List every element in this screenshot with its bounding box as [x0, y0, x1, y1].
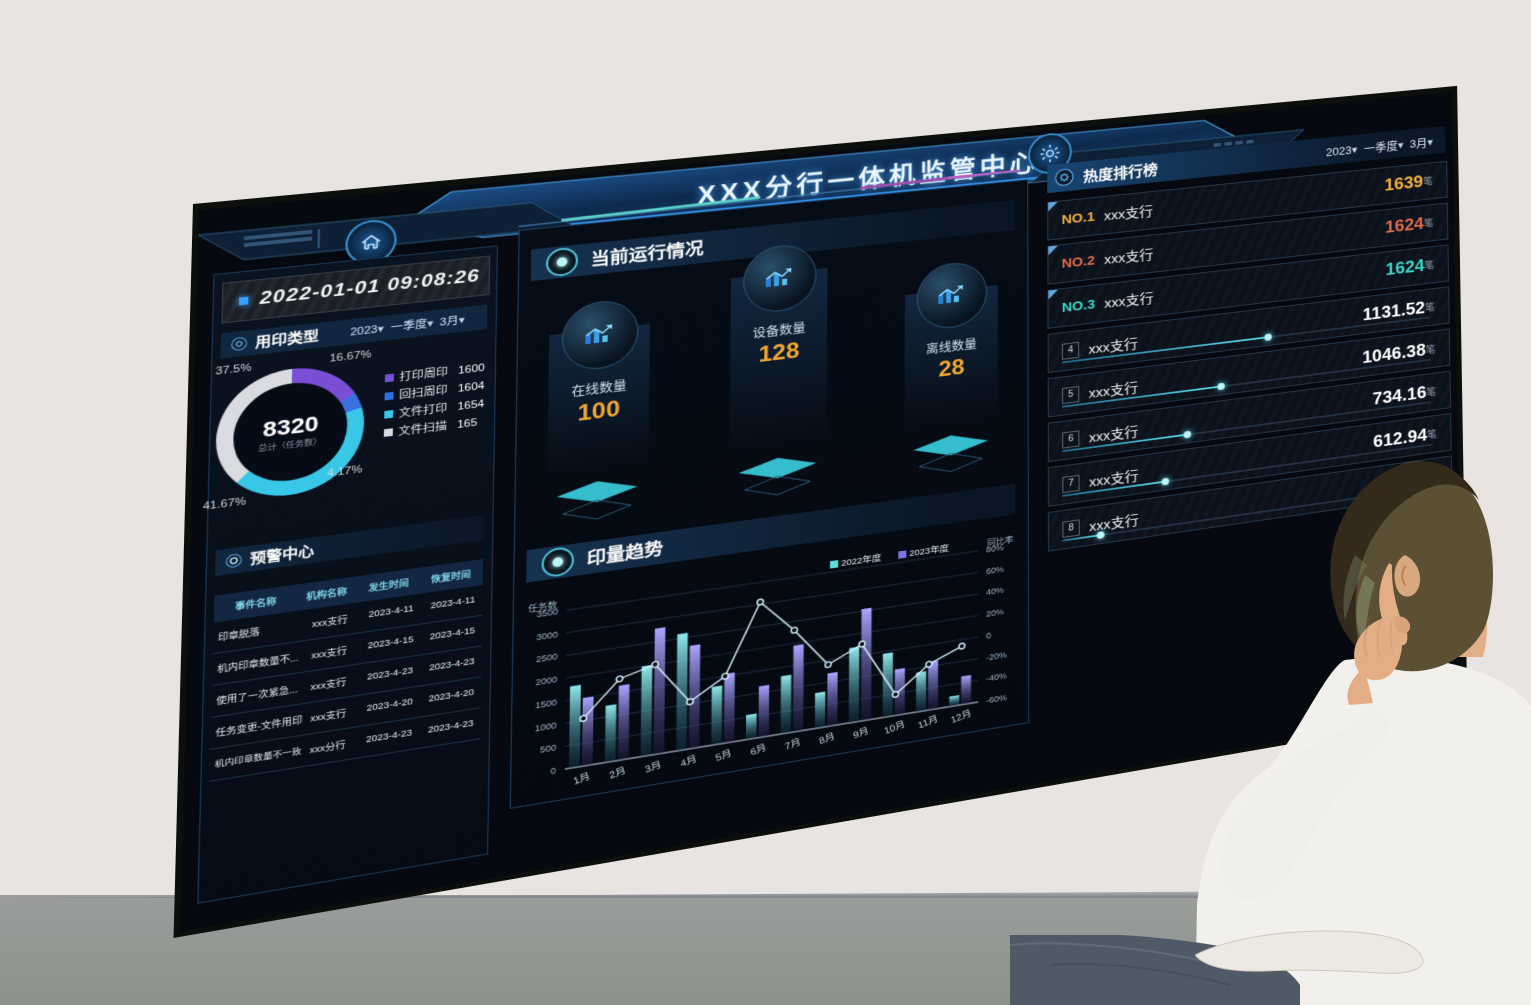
svg-text:1500: 1500: [535, 698, 557, 711]
svg-text:40%: 40%: [986, 586, 1004, 598]
svg-text:12月: 12月: [950, 708, 973, 725]
svg-text:1月: 1月: [572, 771, 591, 787]
svg-text:2月: 2月: [608, 765, 627, 781]
svg-text:80%: 80%: [986, 543, 1004, 555]
svg-text:60%: 60%: [986, 565, 1004, 577]
svg-text:11月: 11月: [917, 714, 939, 731]
svg-text:-60%: -60%: [986, 693, 1007, 706]
svg-text:5月: 5月: [714, 748, 733, 764]
svg-text:20%: 20%: [986, 608, 1004, 620]
svg-text:500: 500: [540, 743, 556, 755]
svg-text:0: 0: [986, 631, 991, 641]
svg-text:2500: 2500: [536, 652, 558, 665]
svg-text:-20%: -20%: [986, 650, 1007, 663]
svg-text:8月: 8月: [818, 731, 836, 747]
svg-text:4月: 4月: [679, 754, 698, 770]
svg-text:3000: 3000: [536, 630, 558, 643]
svg-text:7月: 7月: [784, 737, 802, 753]
svg-text:0: 0: [550, 766, 556, 777]
svg-text:1000: 1000: [535, 721, 557, 734]
svg-text:9月: 9月: [852, 726, 870, 742]
svg-text:10月: 10月: [883, 719, 906, 737]
svg-text:3500: 3500: [536, 607, 558, 620]
svg-text:-40%: -40%: [986, 672, 1007, 685]
svg-text:6月: 6月: [749, 742, 767, 758]
svg-text:2000: 2000: [535, 675, 557, 688]
svg-text:3月: 3月: [644, 759, 663, 775]
